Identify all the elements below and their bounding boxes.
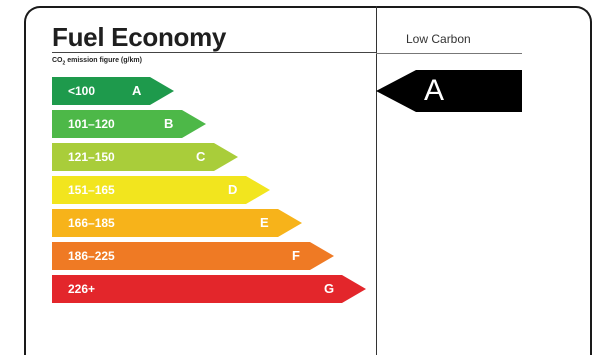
- rating-band-e: 166–185 E: [52, 209, 302, 237]
- rating-indicator: A: [376, 70, 522, 112]
- band-range-label: 101–120: [68, 117, 115, 131]
- band-letter-label: G: [324, 281, 335, 296]
- low-carbon-header: Low Carbon: [406, 32, 471, 46]
- emission-subtitle: CO2 emission figure (g/km): [52, 57, 142, 67]
- band-arrow-shape: [52, 77, 174, 105]
- title-rule: [52, 52, 376, 53]
- column-divider: [376, 6, 377, 355]
- band-letter-label: D: [228, 182, 238, 197]
- band-arrow-shape: [52, 209, 302, 237]
- band-arrow-shape: [52, 143, 238, 171]
- band-letter-label: A: [132, 83, 142, 98]
- rating-band-a: <100 A: [52, 77, 174, 105]
- band-range-label: 151–165: [68, 183, 115, 197]
- rating-band-f: 186–225 F: [52, 242, 334, 270]
- band-range-label: <100: [68, 84, 96, 98]
- rating-band-d: 151–165 D: [52, 176, 270, 204]
- band-arrow-shape: [52, 242, 334, 270]
- rating-band-b: 101–120 B: [52, 110, 206, 138]
- rating-band-g: 226+ G: [52, 275, 366, 303]
- rating-band-c: 121–150 C: [52, 143, 238, 171]
- band-arrow-shape: [52, 275, 366, 303]
- band-letter-label: B: [164, 116, 174, 131]
- band-letter-label: E: [260, 215, 269, 230]
- band-arrow-shape: [52, 176, 270, 204]
- right-header-rule: [376, 53, 522, 54]
- band-arrow-shape: [52, 110, 206, 138]
- band-range-label: 166–185: [68, 216, 115, 230]
- band-range-label: 186–225: [68, 249, 115, 263]
- band-range-label: 226+: [68, 282, 96, 296]
- band-range-label: 121–150: [68, 150, 115, 164]
- band-letter-label: C: [196, 149, 206, 164]
- band-letter-label: F: [292, 248, 300, 263]
- rating-letter: A: [423, 74, 444, 107]
- label-title: Fuel Economy: [52, 22, 227, 52]
- rating-arrow-icon: [376, 70, 522, 112]
